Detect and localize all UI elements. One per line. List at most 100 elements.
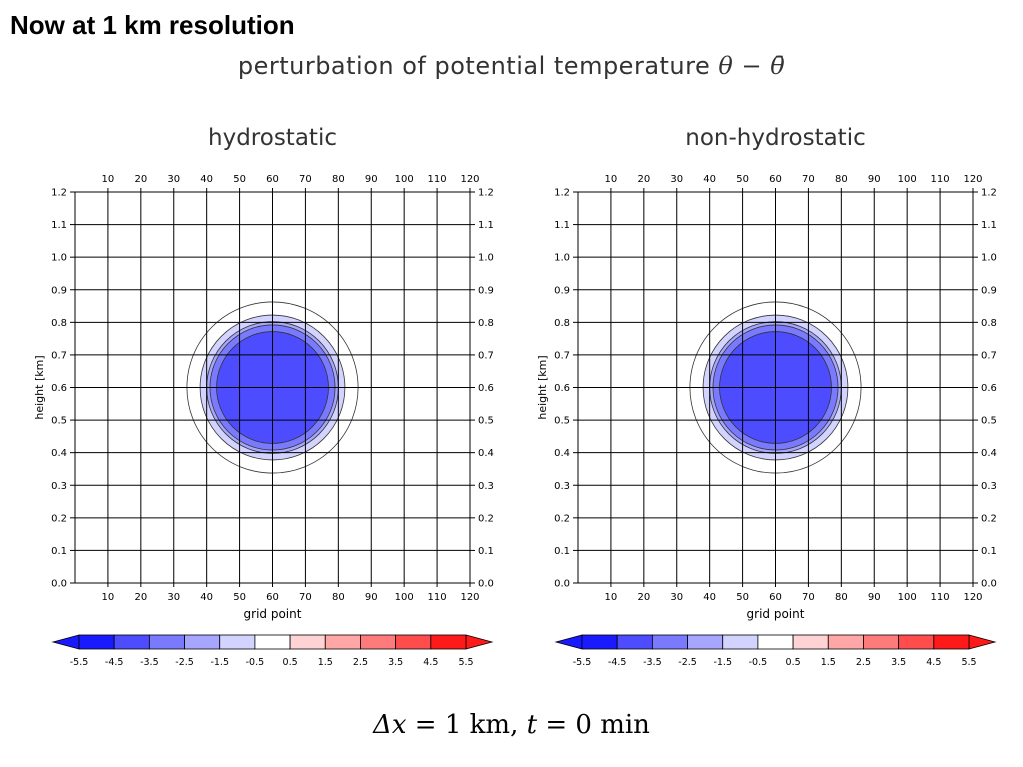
x-tick-label-bottom: 110 — [428, 592, 447, 603]
y-tick-label-left: 0.4 — [51, 448, 67, 459]
colorbar-tick-label: -2.5 — [175, 657, 194, 668]
colorbar-left-arrow — [51, 634, 80, 650]
x-tick-label-top: 20 — [134, 174, 147, 185]
x-tick-label-bottom: 50 — [736, 592, 749, 603]
colorbar-swatch — [616, 634, 653, 650]
y-tick-label-left: 0.2 — [554, 513, 570, 524]
y-tick-label-right: 0.0 — [981, 579, 997, 590]
x-tick-label-top: 10 — [605, 174, 618, 185]
x-tick-label-bottom: 20 — [637, 592, 650, 603]
y-tick-label-left: 1.2 — [554, 188, 570, 199]
colorbar-tick-label: 1.5 — [821, 657, 836, 668]
colorbar-swatch — [113, 634, 150, 650]
y-tick-label-left: 0.9 — [554, 285, 570, 296]
x-tick-label-bottom: 110 — [931, 592, 950, 603]
colorbar-swatch — [827, 634, 864, 650]
colorbar-tick-label: -4.5 — [608, 657, 627, 668]
y-tick-label-right: 0.2 — [478, 513, 494, 524]
y-axis-label: height [km] — [536, 355, 549, 419]
caption-unit2: min — [600, 710, 650, 740]
x-tick-label-bottom: 30 — [167, 592, 180, 603]
y-tick-label-left: 0.2 — [51, 513, 67, 524]
y-tick-label-left: 0.7 — [554, 350, 570, 361]
colorbar-right-arrow — [968, 634, 997, 650]
x-tick-label-top: 70 — [802, 174, 815, 185]
colorbar-swatch — [254, 634, 291, 650]
colorbar-swatch — [898, 634, 935, 650]
x-tick-label-bottom: 10 — [605, 592, 618, 603]
y-tick-label-right: 0.1 — [478, 546, 494, 557]
y-tick-label-left: 0.6 — [554, 383, 570, 394]
colorbar: -5.5 -4.5 -3.5 -2.5 -1.5 -0.5 0.5 1.5 2.5 3.5 4.5 5… — [51, 634, 494, 668]
main-title-math: θ − θ̄ — [718, 52, 786, 80]
y-tick-label-right: 1.1 — [478, 220, 494, 231]
x-tick-label-top: 50 — [233, 174, 246, 185]
y-tick-label-left: 0.5 — [51, 416, 67, 427]
colorbar-tick-label: -1.5 — [713, 657, 732, 668]
caption-t: t — [526, 710, 538, 740]
x-tick-label-top: 40 — [703, 174, 716, 185]
y-tick-label-left: 1.2 — [51, 188, 67, 199]
x-tick-label-bottom: 20 — [134, 592, 147, 603]
x-tick-label-top: 80 — [332, 174, 345, 185]
x-tick-label-top: 100 — [395, 174, 414, 185]
x-tick-label-bottom: 60 — [769, 592, 782, 603]
colorbar-tick-label: -5.5 — [70, 657, 89, 668]
colorbar-swatch — [863, 634, 900, 650]
colorbar-swatch — [757, 634, 794, 650]
colorbar: -5.5 -4.5 -3.5 -2.5 -1.5 -0.5 0.5 1.5 2.5 3.5 4.5 5… — [554, 634, 997, 668]
y-tick-label-right: 0.9 — [981, 285, 997, 296]
y-tick-label-left: 0.6 — [51, 383, 67, 394]
caption-unit1: km — [469, 710, 511, 740]
colorbar-tick-label: 2.5 — [353, 657, 368, 668]
y-tick-label-right: 0.8 — [981, 318, 997, 329]
colorbar-swatch — [581, 634, 618, 650]
colorbar-swatch — [722, 634, 759, 650]
colorbar-tick-label: -0.5 — [749, 657, 768, 668]
y-axis-label: height [km] — [33, 355, 46, 419]
colorbar-tick-label: -2.5 — [678, 657, 697, 668]
x-tick-label-top: 120 — [460, 174, 479, 185]
x-tick-label-bottom: 80 — [835, 592, 848, 603]
y-tick-label-right: 1.2 — [981, 188, 997, 199]
x-tick-label-bottom: 90 — [868, 592, 881, 603]
colorbar-swatch — [360, 634, 397, 650]
y-tick-label-left: 0.5 — [554, 416, 570, 427]
colorbar-swatch — [219, 634, 256, 650]
x-tick-label-top: 70 — [299, 174, 312, 185]
colorbar-tick-label: 3.5 — [891, 657, 906, 668]
x-tick-label-bottom: 10 — [102, 592, 115, 603]
caption-delta-x: Δx — [373, 710, 407, 740]
colorbar-tick-label: 4.5 — [926, 657, 941, 668]
x-tick-label-bottom: 100 — [395, 592, 414, 603]
y-tick-label-right: 1.0 — [981, 253, 997, 264]
x-tick-label-top: 30 — [167, 174, 180, 185]
figure-caption: Δx = 1 km, t = 0 min — [0, 710, 1023, 740]
y-tick-label-right: 1.0 — [478, 253, 494, 264]
y-tick-label-right: 0.8 — [478, 318, 494, 329]
colorbar-left-arrow — [554, 634, 583, 650]
y-tick-label-left: 0.4 — [554, 448, 570, 459]
x-axis-label: grid point — [244, 607, 302, 621]
x-tick-label-top: 90 — [868, 174, 881, 185]
x-tick-label-top: 60 — [769, 174, 782, 185]
y-tick-label-right: 1.1 — [981, 220, 997, 231]
colorbar-tick-label: 2.5 — [856, 657, 871, 668]
colorbar-swatch — [324, 634, 361, 650]
x-tick-label-bottom: 40 — [703, 592, 716, 603]
x-tick-label-top: 100 — [898, 174, 917, 185]
y-tick-label-right: 0.0 — [478, 579, 494, 590]
x-tick-label-top: 90 — [365, 174, 378, 185]
y-tick-label-right: 0.6 — [478, 383, 494, 394]
y-tick-label-right: 0.1 — [981, 546, 997, 557]
y-tick-label-left: 0.0 — [554, 579, 570, 590]
colorbar-tick-label: 5.5 — [961, 657, 976, 668]
x-tick-label-bottom: 120 — [963, 592, 982, 603]
y-tick-label-right: 0.5 — [981, 416, 997, 427]
y-tick-label-right: 0.4 — [478, 448, 494, 459]
x-tick-label-bottom: 90 — [365, 592, 378, 603]
x-tick-label-top: 120 — [963, 174, 982, 185]
colorbar-tick-label: -1.5 — [210, 657, 229, 668]
x-tick-label-top: 20 — [637, 174, 650, 185]
x-tick-label-top: 40 — [200, 174, 213, 185]
